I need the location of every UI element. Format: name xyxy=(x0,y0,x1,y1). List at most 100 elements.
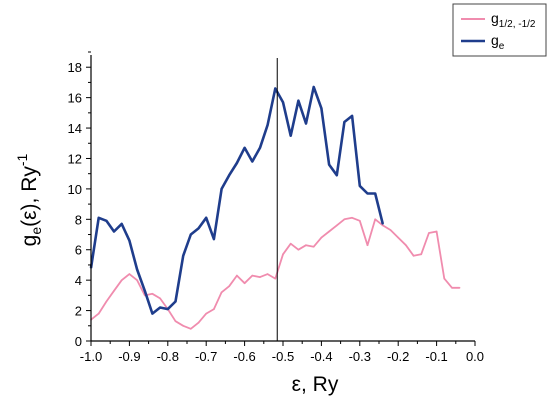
data-point xyxy=(213,238,215,240)
x-tick-label: -0.9 xyxy=(118,349,140,364)
x-tick-label: -0.1 xyxy=(425,349,447,364)
x-tick-label: -0.2 xyxy=(387,349,409,364)
data-point xyxy=(382,224,384,227)
data-point xyxy=(97,217,100,219)
data-point xyxy=(266,273,269,275)
data-point xyxy=(366,192,369,195)
data-point xyxy=(228,285,230,288)
data-point xyxy=(328,230,330,233)
x-axis-title: ε, Ry xyxy=(292,373,339,396)
data-point xyxy=(382,223,384,225)
data-point xyxy=(336,174,338,176)
data-point xyxy=(374,192,377,195)
data-point xyxy=(274,277,277,280)
data-point xyxy=(105,300,108,303)
series-line-g-half xyxy=(90,216,460,330)
y-title-main: g xyxy=(18,235,41,247)
y-tick-label: 4 xyxy=(75,273,82,288)
data-point xyxy=(136,279,138,282)
data-point xyxy=(289,134,292,137)
y-title-sub: e xyxy=(28,227,44,235)
data-point xyxy=(190,328,192,330)
x-tick-label: -1.0 xyxy=(80,349,102,364)
data-point xyxy=(220,291,223,294)
legend-label-blue: ge xyxy=(491,32,505,52)
series-line-ge xyxy=(89,85,385,315)
data-point xyxy=(343,121,346,123)
data-point xyxy=(228,174,230,176)
data-point xyxy=(251,274,254,277)
data-point xyxy=(282,101,284,103)
data-point xyxy=(343,218,346,221)
y-tick-label: 6 xyxy=(75,243,82,258)
data-point xyxy=(297,248,300,251)
data-point xyxy=(266,124,269,126)
x-tick-label: -0.7 xyxy=(195,349,217,364)
data-point xyxy=(305,122,307,125)
data-point xyxy=(205,312,207,315)
data-point xyxy=(151,293,154,295)
data-point xyxy=(197,321,200,324)
data-point xyxy=(174,300,177,303)
data-point xyxy=(259,147,261,149)
data-point xyxy=(243,147,246,149)
data-point xyxy=(282,253,284,256)
y-tick-label: 12 xyxy=(68,151,82,166)
legend: g1/2, -1/2 ge xyxy=(452,3,547,57)
data-point xyxy=(144,290,146,292)
data-point xyxy=(190,233,192,236)
y-ticks: 0 2 4 6 8 10 12 14 16 18 xyxy=(68,51,91,349)
data-point xyxy=(320,236,323,239)
data-point xyxy=(128,239,131,242)
data-point xyxy=(120,279,123,282)
data-point xyxy=(366,244,369,246)
data-point xyxy=(305,244,307,246)
x-ticks: -1.0 -0.9 -0.8 -0.7 -0.6 -0.5 -0.4 -0.3 -0.2 -0.1… xyxy=(80,341,484,364)
data-point xyxy=(428,232,430,234)
data-point xyxy=(297,99,300,102)
data-point xyxy=(289,242,292,245)
data-point xyxy=(205,217,207,219)
data-point xyxy=(443,277,446,280)
data-point xyxy=(159,297,161,300)
data-point xyxy=(182,255,184,257)
data-point xyxy=(251,160,254,163)
data-point xyxy=(236,162,238,164)
y-tick-label: 0 xyxy=(75,334,82,349)
data-point xyxy=(213,308,215,310)
data-point xyxy=(351,217,353,219)
data-point xyxy=(159,306,161,309)
data-point xyxy=(435,230,438,233)
data-point xyxy=(197,227,200,230)
data-point xyxy=(174,320,177,323)
data-point xyxy=(243,282,246,285)
y-title-mid: (ε), Ry xyxy=(18,166,41,227)
data-point xyxy=(451,287,453,289)
y-tick-label: 8 xyxy=(75,212,82,227)
data-point xyxy=(397,236,400,239)
data-point xyxy=(220,188,223,190)
data-point xyxy=(97,312,100,315)
data-point xyxy=(328,163,330,166)
plot-lines xyxy=(89,85,461,330)
data-point xyxy=(374,218,377,221)
legend-box xyxy=(452,3,547,57)
data-point xyxy=(151,312,154,315)
legend-label-pink: g1/2, -1/2 xyxy=(491,10,536,30)
data-point xyxy=(312,245,315,248)
y-tick-label: 10 xyxy=(68,182,82,197)
data-point xyxy=(336,224,338,227)
data-point xyxy=(236,274,238,277)
y-axis-title: ge(ε), Ry-1 xyxy=(14,153,44,246)
data-point xyxy=(136,268,138,271)
data-point xyxy=(259,276,261,278)
data-point xyxy=(359,185,361,187)
x-tick-label: 0.0 xyxy=(466,349,484,364)
data-point xyxy=(120,223,123,225)
data-point xyxy=(359,220,361,222)
x-tick-label: -0.6 xyxy=(233,349,255,364)
data-point xyxy=(128,273,131,275)
data-point xyxy=(167,308,169,310)
y-title-sup: -1 xyxy=(14,153,30,166)
y-tick-label: 14 xyxy=(68,121,82,136)
